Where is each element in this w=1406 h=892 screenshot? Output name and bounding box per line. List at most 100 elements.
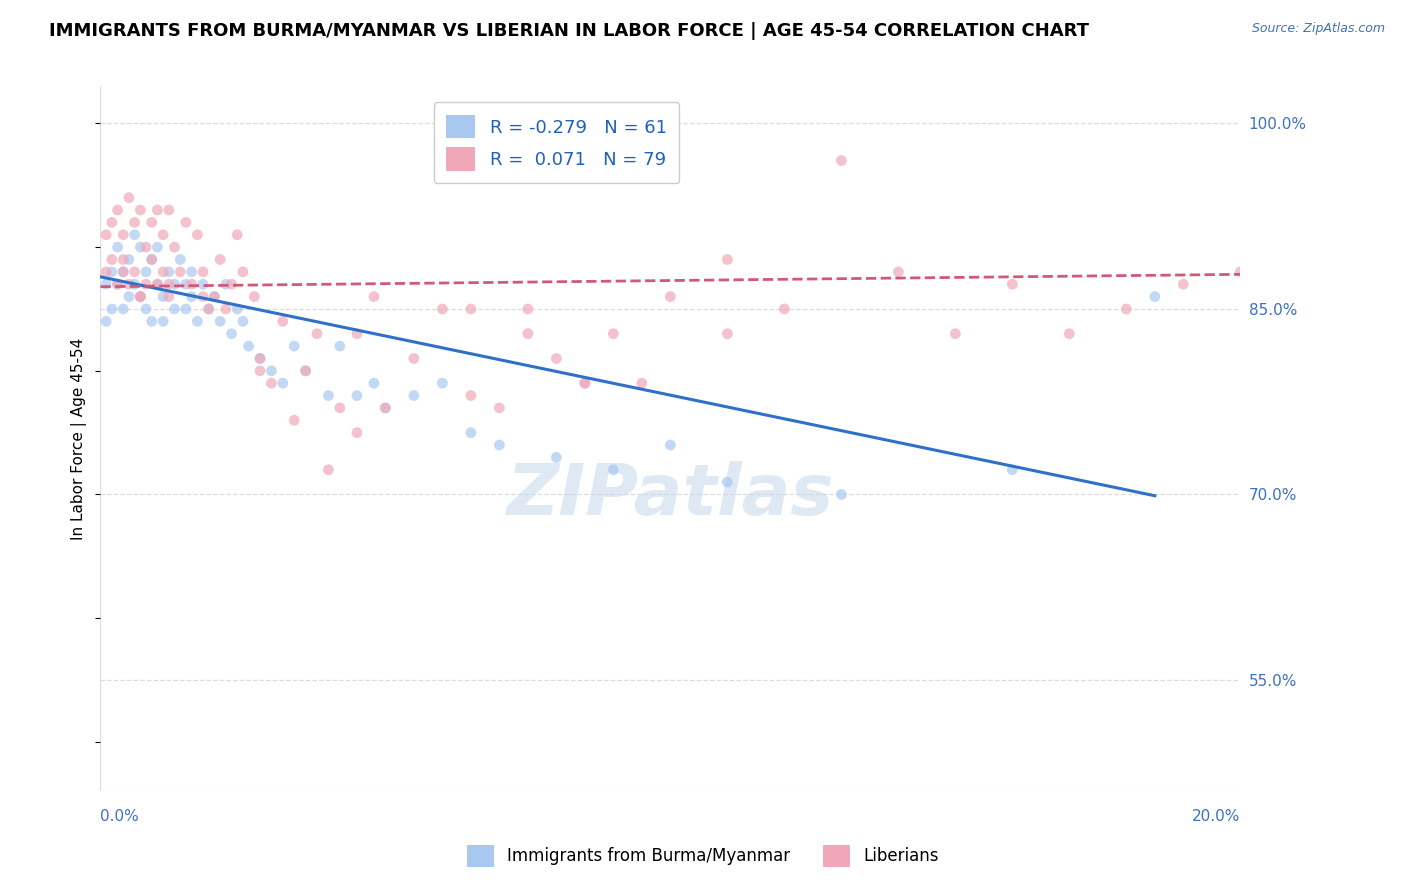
Point	[773, 301, 796, 316]
Point	[129, 290, 152, 304]
Point	[329, 339, 352, 353]
Point	[152, 290, 174, 304]
Point	[191, 277, 214, 292]
Point	[146, 240, 169, 254]
Point	[174, 215, 197, 229]
Point	[1115, 301, 1137, 316]
Point	[163, 277, 186, 292]
Point	[943, 326, 966, 341]
Point	[112, 265, 135, 279]
Point	[271, 376, 294, 391]
Point	[402, 351, 425, 366]
Point	[124, 277, 146, 292]
Point	[124, 227, 146, 242]
Point	[221, 277, 243, 292]
Point	[1059, 326, 1081, 341]
Point	[432, 301, 454, 316]
Point	[101, 215, 124, 229]
Point	[107, 277, 129, 292]
Point	[101, 252, 124, 267]
Point	[631, 376, 654, 391]
Point	[112, 301, 135, 316]
Point	[602, 326, 624, 341]
Point	[243, 290, 266, 304]
Point	[221, 326, 243, 341]
Point	[124, 265, 146, 279]
Point	[174, 277, 197, 292]
Point	[112, 227, 135, 242]
Point	[135, 265, 157, 279]
Point	[432, 376, 454, 391]
Point	[157, 202, 180, 217]
Point	[363, 290, 385, 304]
Point	[146, 277, 169, 292]
Point	[169, 252, 191, 267]
Point	[574, 376, 596, 391]
Point	[118, 252, 141, 267]
Point	[602, 463, 624, 477]
Point	[346, 388, 368, 402]
Point	[163, 240, 186, 254]
Point	[1173, 277, 1195, 292]
Text: ZIPatlas: ZIPatlas	[506, 461, 834, 530]
Point	[1001, 463, 1024, 477]
Point	[294, 364, 316, 378]
Point	[260, 376, 283, 391]
Point	[94, 314, 117, 328]
Point	[887, 265, 910, 279]
Point	[107, 277, 129, 292]
Point	[215, 277, 238, 292]
Point	[329, 401, 352, 415]
Point	[129, 240, 152, 254]
Point	[516, 301, 538, 316]
Point	[180, 290, 202, 304]
Point	[716, 252, 738, 267]
Point	[112, 265, 135, 279]
Point	[157, 265, 180, 279]
Point	[135, 277, 157, 292]
Point	[488, 438, 510, 452]
Point	[94, 265, 117, 279]
Point	[716, 326, 738, 341]
Point	[318, 388, 340, 402]
Point	[1001, 277, 1024, 292]
Legend: Immigrants from Burma/Myanmar, Liberians: Immigrants from Burma/Myanmar, Liberians	[457, 835, 949, 877]
Point	[546, 450, 568, 465]
Point	[249, 351, 271, 366]
Point	[1229, 265, 1251, 279]
Text: Source: ZipAtlas.com: Source: ZipAtlas.com	[1251, 22, 1385, 36]
Point	[363, 376, 385, 391]
Point	[94, 227, 117, 242]
Point	[129, 290, 152, 304]
Point	[271, 314, 294, 328]
Point	[157, 277, 180, 292]
Point	[146, 202, 169, 217]
Point	[180, 277, 202, 292]
Point	[152, 227, 174, 242]
Point	[157, 290, 180, 304]
Point	[107, 240, 129, 254]
Point	[659, 438, 682, 452]
Text: IMMIGRANTS FROM BURMA/MYANMAR VS LIBERIAN IN LABOR FORCE | AGE 45-54 CORRELATION: IMMIGRANTS FROM BURMA/MYANMAR VS LIBERIA…	[49, 22, 1090, 40]
Point	[1143, 290, 1166, 304]
Point	[152, 314, 174, 328]
Point	[163, 301, 186, 316]
Point	[516, 326, 538, 341]
Point	[215, 301, 238, 316]
Point	[191, 265, 214, 279]
Point	[659, 290, 682, 304]
Point	[174, 301, 197, 316]
Point	[226, 301, 249, 316]
Point	[402, 388, 425, 402]
Point	[460, 425, 482, 440]
Point	[283, 413, 305, 427]
Point	[546, 351, 568, 366]
Point	[249, 351, 271, 366]
Point	[129, 202, 152, 217]
Point	[318, 463, 340, 477]
Point	[169, 265, 191, 279]
Point	[101, 265, 124, 279]
Point	[232, 265, 254, 279]
Point	[460, 301, 482, 316]
Point	[118, 290, 141, 304]
